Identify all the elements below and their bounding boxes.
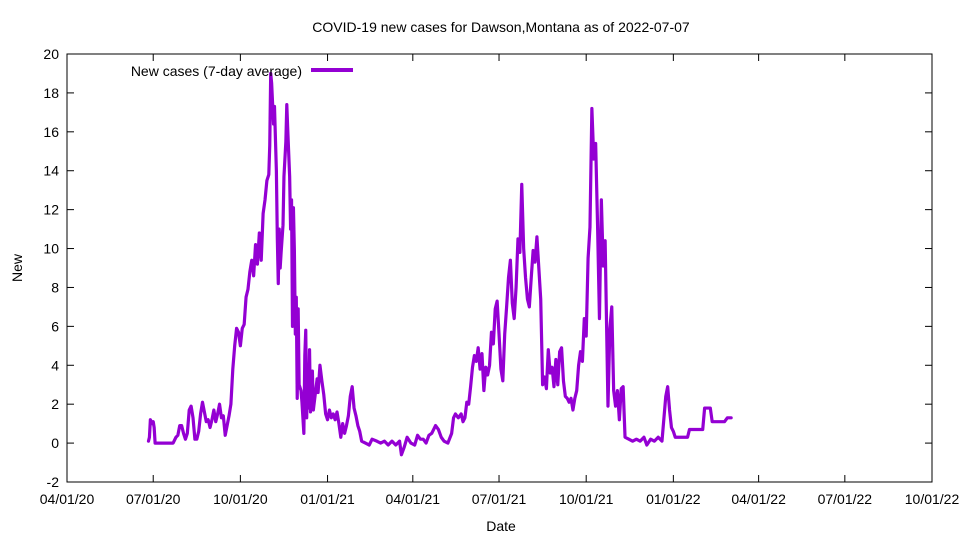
chart-title: COVID-19 new cases for Dawson,Montana as… bbox=[312, 19, 690, 35]
y-axis-ticks: -2 0 2 4 6 8 10 12 14 16 18 20 bbox=[43, 46, 932, 490]
x-axis-label: Date bbox=[486, 518, 516, 534]
y-tick-label: 10 bbox=[43, 241, 59, 257]
y-tick-label: 14 bbox=[43, 163, 59, 179]
y-tick-label: 20 bbox=[43, 46, 59, 62]
y-tick-label: 18 bbox=[43, 85, 59, 101]
x-tick-label: 01/01/22 bbox=[646, 491, 701, 507]
y-tick-label: 12 bbox=[43, 202, 59, 218]
x-tick-label: 07/01/20 bbox=[126, 491, 181, 507]
x-tick-label: 10/01/21 bbox=[559, 491, 614, 507]
x-tick-label: 01/01/21 bbox=[300, 491, 355, 507]
y-tick-label: 16 bbox=[43, 124, 59, 140]
legend: New cases (7-day average) bbox=[131, 63, 353, 79]
y-tick-label: -2 bbox=[47, 474, 60, 490]
y-tick-label: 2 bbox=[51, 396, 59, 412]
y-tick-label: 6 bbox=[51, 318, 59, 334]
x-tick-label: 04/01/20 bbox=[40, 491, 95, 507]
series-line-new-cases bbox=[146, 71, 733, 457]
y-axis-label: New bbox=[9, 253, 25, 282]
y-tick-label: 4 bbox=[51, 357, 59, 373]
x-axis-ticks: 04/01/20 07/01/20 10/01/20 01/01/21 04/01/21… bbox=[40, 54, 960, 507]
x-tick-label: 07/01/21 bbox=[472, 491, 527, 507]
x-tick-label: 04/01/21 bbox=[386, 491, 441, 507]
plot-area-border bbox=[66, 53, 933, 483]
legend-label: New cases (7-day average) bbox=[131, 63, 302, 79]
x-tick-label: 07/01/22 bbox=[818, 491, 873, 507]
x-tick-label: 10/01/20 bbox=[213, 491, 268, 507]
x-tick-label: 10/01/22 bbox=[905, 491, 960, 507]
x-tick-label: 04/01/22 bbox=[731, 491, 786, 507]
y-tick-label: 0 bbox=[51, 435, 59, 451]
y-tick-label: 8 bbox=[51, 279, 59, 295]
